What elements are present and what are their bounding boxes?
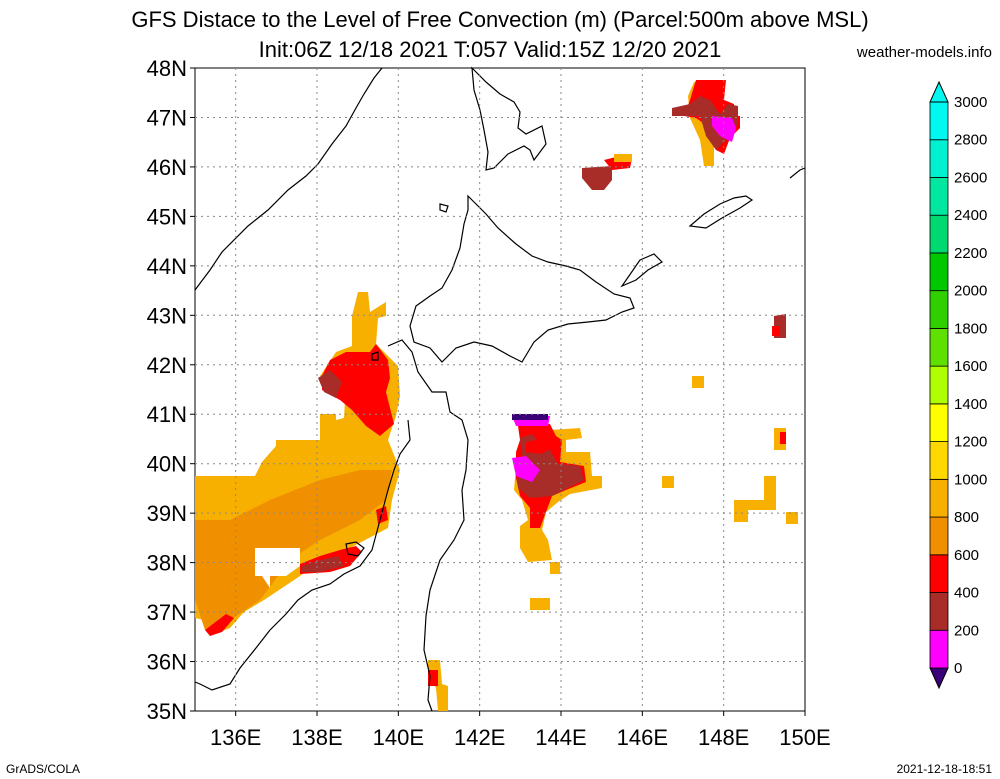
patch-red-inner	[526, 438, 554, 454]
colorbar-label: 800	[954, 509, 979, 526]
colorbar-segment	[929, 403, 949, 443]
patch-darkred-46n	[582, 166, 612, 190]
coastline-honshu	[194, 339, 469, 712]
lat-label: 40N	[147, 452, 187, 477]
lon-label: 140E	[373, 725, 424, 750]
lat-label: 41N	[147, 402, 187, 427]
patch-darkred-north	[318, 370, 342, 398]
lon-label: 142E	[454, 725, 505, 750]
colorbar-label: 2000	[954, 283, 987, 300]
map-title-line2: Init:06Z 12/18 2021 T:057 Valid:15Z 12/2…	[258, 37, 722, 62]
patch-orange-39n-east	[786, 512, 798, 524]
lon-label: 146E	[617, 725, 668, 750]
coastline-kurils-2	[688, 195, 754, 229]
colorbar-segment	[929, 592, 949, 631]
colorbar-label: 400	[954, 585, 979, 602]
colorbar-label: 2200	[954, 245, 987, 262]
patch-red-north	[322, 344, 394, 436]
lat-label: 35N	[147, 699, 187, 724]
colorbar: 0 200 400 600 800 1000 1200 1400 1600 1800 2000 220…	[929, 80, 987, 690]
patch-orange-37n-pacific	[530, 598, 550, 610]
patch-red-35n	[428, 670, 438, 686]
colorbar-segment	[929, 441, 949, 480]
colorbar-segment	[929, 554, 949, 593]
lon-label: 148E	[698, 725, 749, 750]
colorbar-label: 1000	[954, 471, 987, 488]
colorbar-label: 200	[954, 622, 979, 639]
map-title-line1: GFS Distace to the Level of Free Convect…	[131, 7, 869, 32]
colorbar-segment	[929, 214, 949, 254]
patch-magenta-pacific	[512, 456, 540, 482]
coastline-kurils-1	[620, 253, 663, 288]
coastline-sado	[345, 541, 365, 557]
coastline-island-42n	[371, 351, 379, 361]
lat-label: 47N	[147, 105, 187, 130]
coastline-island-45n	[439, 203, 449, 213]
colorbar-label: 600	[954, 547, 979, 564]
colorbar-label: 1600	[954, 358, 987, 375]
colorbar-segment	[929, 478, 949, 518]
patch-red-43n	[772, 326, 780, 336]
longitude-labels: 136E 138E 140E 142E 144E 146E 148E 150E	[210, 711, 831, 750]
graticule	[195, 68, 805, 711]
colorbar-segment	[929, 290, 949, 329]
lat-label: 38N	[147, 551, 187, 576]
coastline-hokkaido	[409, 194, 635, 363]
lon-label: 136E	[210, 725, 261, 750]
colorbar-label: 1800	[954, 320, 987, 337]
patch-orange-37-5n	[550, 562, 560, 574]
lat-label: 46N	[147, 155, 187, 180]
patch-orange-41-5n	[692, 376, 704, 388]
colorbar-segment	[929, 516, 949, 556]
coastlines	[194, 66, 806, 712]
gap-white	[255, 548, 300, 588]
colorbar-segment	[929, 365, 949, 405]
colorbar-segment	[929, 139, 949, 178]
lon-label: 138E	[291, 725, 342, 750]
colorbar-over-arrow	[929, 80, 949, 103]
colorbar-label: 3000	[954, 94, 987, 111]
lat-label: 42N	[147, 353, 187, 378]
plot-frame	[194, 67, 806, 712]
patch-purple-top	[512, 414, 548, 420]
coastline-kurils-3	[789, 167, 806, 179]
colorbar-segment	[929, 629, 949, 669]
patch-darkred-38n	[302, 556, 344, 572]
lon-label: 144E	[535, 725, 586, 750]
patch-orange-39-5n	[734, 476, 776, 522]
colorbar-segment	[929, 177, 949, 216]
colorbar-label: 1400	[954, 396, 987, 413]
lat-label: 39N	[147, 501, 187, 526]
footer-timestamp: 2021-12-18-18:51	[896, 762, 992, 776]
patch-red-40-5n	[780, 432, 786, 444]
lat-label: 37N	[147, 600, 187, 625]
latitude-labels: 35N 36N 37N 38N 39N 40N 41N 42N 43N 44N 45N 46N 47N 4…	[147, 56, 195, 724]
colorbar-segment	[929, 252, 949, 292]
colorbar-under-arrow	[929, 667, 949, 690]
lon-label: 150E	[779, 725, 830, 750]
coastline-sakhalin	[471, 66, 547, 171]
lat-label: 45N	[147, 204, 187, 229]
lat-label: 44N	[147, 254, 187, 279]
colorbar-label: 2800	[954, 132, 987, 149]
colorbar-segment	[929, 101, 949, 141]
colorbar-label: 0	[954, 660, 962, 677]
patch-orange-46n	[614, 154, 632, 162]
site-credit: weather-models.info	[856, 44, 992, 61]
colorbar-label: 2600	[954, 169, 987, 186]
colorbar-label: 1200	[954, 434, 987, 451]
coastline-asia	[194, 67, 383, 291]
footer-software: GrADS/COLA	[6, 762, 81, 776]
patch-red-coast-39n	[376, 506, 388, 524]
colorbar-label: 2400	[954, 207, 987, 224]
lat-label: 43N	[147, 303, 187, 328]
patch-red-37n	[205, 614, 234, 636]
colorbar-segment	[929, 327, 949, 367]
patch-orange-40n	[662, 476, 674, 488]
lat-label: 36N	[147, 650, 187, 675]
lat-label: 48N	[147, 56, 187, 81]
